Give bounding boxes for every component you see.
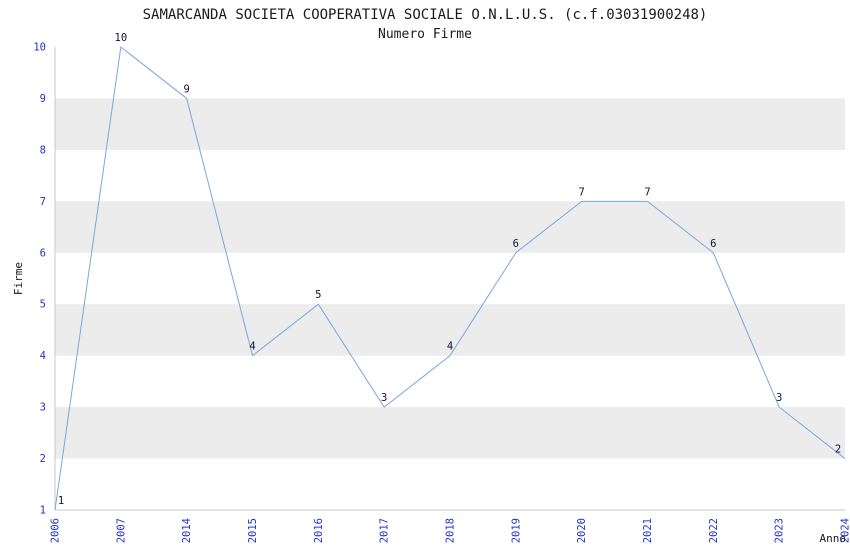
chart-subtitle: Numero Firme (378, 27, 472, 42)
grid-band (55, 98, 845, 150)
point-label: 1 (58, 495, 64, 507)
x-tick-label: 2018 (445, 518, 457, 543)
y-tick-label: 10 (33, 42, 46, 54)
point-label: 10 (115, 32, 128, 44)
point-label: 4 (249, 341, 255, 353)
x-tick-label: 2015 (247, 518, 259, 543)
x-tick-label: 2024 (840, 518, 850, 543)
y-tick-label: 4 (40, 350, 46, 362)
point-label: 4 (447, 341, 453, 353)
point-label: 5 (315, 289, 321, 301)
x-tick-label: 2007 (115, 518, 127, 543)
point-label: 9 (184, 83, 190, 95)
y-axis-title: Firme (12, 262, 25, 295)
y-tick-label: 5 (40, 299, 46, 311)
y-tick-label: 6 (40, 247, 46, 259)
point-label: 6 (710, 238, 716, 250)
point-label: 7 (644, 186, 650, 198)
x-tick-label: 2020 (576, 518, 588, 543)
grid-band (55, 201, 845, 253)
point-label: 2 (835, 444, 841, 456)
x-tick-label: 2021 (642, 518, 654, 543)
x-tick-label: 2006 (50, 518, 62, 543)
x-tick-label: 2016 (313, 518, 325, 543)
point-label: 3 (381, 392, 387, 404)
series-line (54, 46, 846, 511)
grid-band (55, 304, 845, 356)
x-tick-label: 2014 (181, 518, 193, 543)
x-axis-title: Anno (820, 532, 847, 545)
y-tick-label: 2 (40, 453, 46, 465)
y-tick-label: 7 (40, 196, 46, 208)
y-tick-label: 1 (40, 505, 46, 517)
chart-title: SAMARCANDA SOCIETA COOPERATIVA SOCIALE O… (142, 7, 708, 23)
x-tick-label: 2023 (774, 518, 786, 543)
x-tick-label: 2017 (379, 518, 391, 543)
point-label: 7 (579, 186, 585, 198)
x-tick-label: 2022 (708, 518, 720, 543)
grid-band (55, 407, 845, 459)
point-label: 6 (513, 238, 519, 250)
y-tick-label: 3 (40, 402, 46, 414)
y-tick-label: 8 (40, 144, 46, 156)
y-tick-label: 9 (40, 93, 46, 105)
point-label: 3 (776, 392, 782, 404)
x-tick-label: 2019 (510, 518, 522, 543)
